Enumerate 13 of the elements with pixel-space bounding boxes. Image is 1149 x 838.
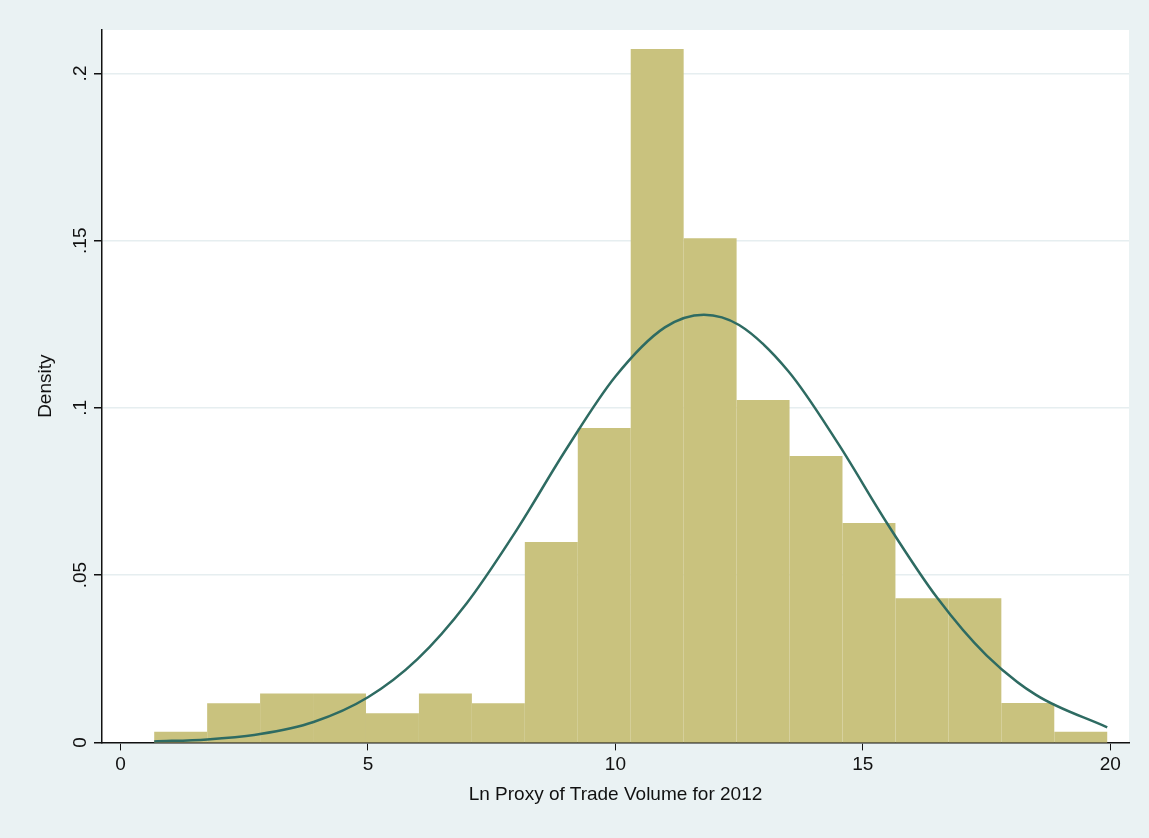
x-tick-label: 20 [1099, 753, 1121, 775]
x-axis-title: Ln Proxy of Trade Volume for 2012 [468, 782, 763, 804]
y-tick-label: .1 [68, 400, 90, 416]
x-tick-label: 10 [604, 753, 626, 775]
x-tick-label: 15 [852, 753, 874, 775]
y-tick-label: .2 [68, 65, 90, 82]
y-axis-title: Density [33, 354, 55, 418]
line-series [152, 313, 1109, 743]
y-tick-label: .15 [68, 227, 90, 254]
x-tick-label: 0 [115, 753, 126, 775]
y-tick-label: 0 [68, 737, 90, 748]
x-tick-label: 5 [362, 753, 374, 775]
y-tick-label: .05 [68, 561, 90, 589]
